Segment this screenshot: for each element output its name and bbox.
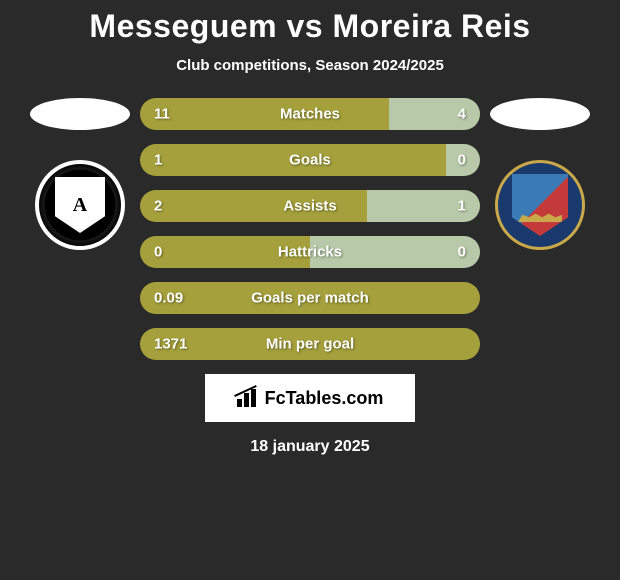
stat-bar-left-value: 1 bbox=[154, 152, 162, 169]
stat-bar-left-value: 0 bbox=[154, 244, 162, 261]
stat-bar: Hattricks 0 0 bbox=[140, 236, 480, 268]
right-club-column bbox=[490, 98, 590, 250]
left-club-crest: A bbox=[35, 160, 125, 250]
stat-bar: Goals per match 0.09 bbox=[140, 282, 480, 314]
stat-bar: Matches 11 4 bbox=[140, 98, 480, 130]
stat-bar-label: Matches bbox=[280, 106, 340, 123]
page-title: Messeguem vs Moreira Reis bbox=[0, 8, 620, 45]
watermark-chart-icon bbox=[237, 389, 259, 407]
stat-bar-left-seg bbox=[140, 98, 389, 130]
stat-bar-right-value: 1 bbox=[458, 198, 466, 215]
stat-bar-label: Min per goal bbox=[266, 336, 354, 353]
subtitle: Club competitions, Season 2024/2025 bbox=[0, 57, 620, 74]
stat-bar-left-value: 1371 bbox=[154, 336, 187, 353]
stat-bar-label: Goals per match bbox=[251, 290, 369, 307]
watermark-text: FcTables.com bbox=[265, 388, 384, 409]
stat-bar-left-value: 11 bbox=[154, 106, 170, 123]
stat-bar: Goals 1 0 bbox=[140, 144, 480, 176]
watermark: FcTables.com bbox=[205, 374, 415, 422]
comparison-panel: A Matches114Goals10Assists21Hattricks00G… bbox=[0, 98, 620, 360]
stat-bar-left-value: 2 bbox=[154, 198, 162, 215]
stat-bars: Matches114Goals10Assists21Hattricks00Goa… bbox=[140, 98, 480, 360]
stat-bar-right-value: 0 bbox=[458, 152, 466, 169]
stat-bar-label: Goals bbox=[289, 152, 331, 169]
stat-bar-left-value: 0.09 bbox=[154, 290, 183, 307]
left-player-ellipse bbox=[30, 98, 130, 130]
right-player-ellipse bbox=[490, 98, 590, 130]
stat-bar-right-value: 4 bbox=[458, 106, 466, 123]
right-crest-shield bbox=[512, 174, 568, 236]
stat-bar-label: Assists bbox=[283, 198, 336, 215]
left-club-column: A bbox=[30, 98, 130, 250]
date-label: 18 january 2025 bbox=[0, 438, 620, 456]
stat-bar-right-seg bbox=[389, 98, 480, 130]
left-crest-monogram: A bbox=[73, 194, 87, 217]
right-club-crest bbox=[495, 160, 585, 250]
stat-bar: Assists 2 1 bbox=[140, 190, 480, 222]
stat-bar: Min per goal 1371 bbox=[140, 328, 480, 360]
stat-bar-right-value: 0 bbox=[458, 244, 466, 261]
stat-bar-label: Hattricks bbox=[278, 244, 342, 261]
